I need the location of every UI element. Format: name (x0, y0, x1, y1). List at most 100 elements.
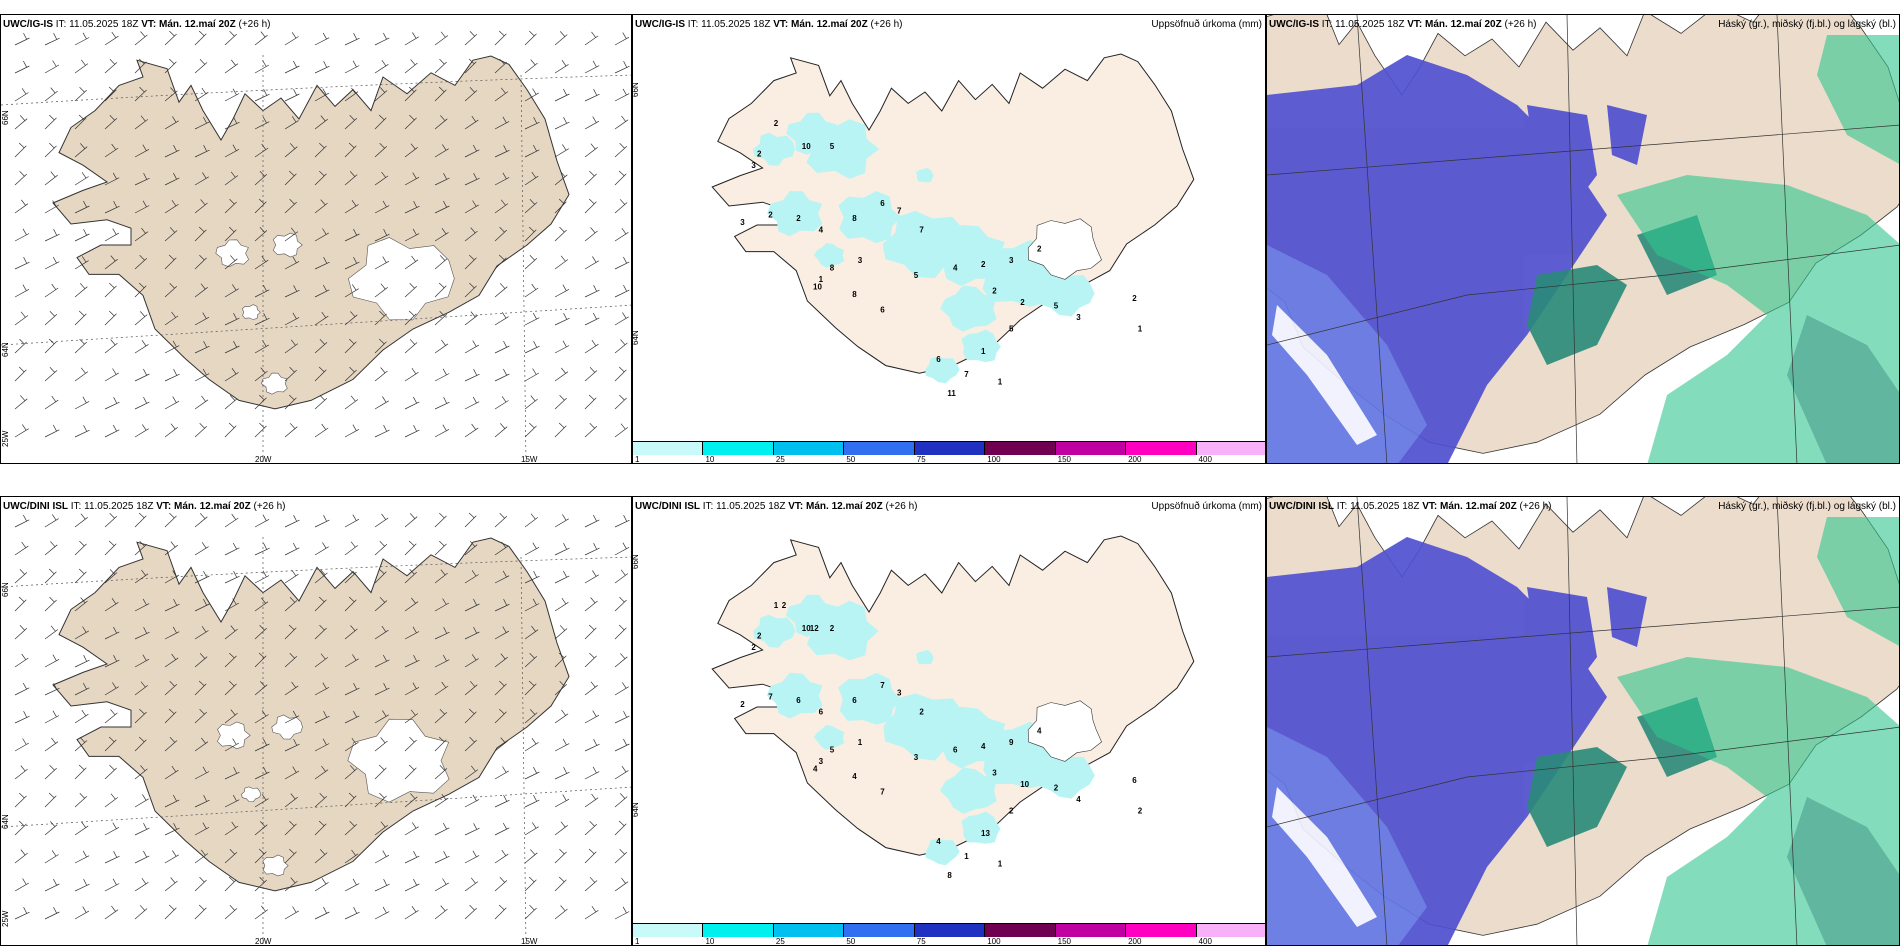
colorbar-segment (773, 923, 845, 937)
graticule-line (1, 556, 631, 588)
precip-value-label: 2 (992, 286, 997, 295)
lat-label-64n: 64N (632, 802, 640, 817)
precip-value-label: 10 (1020, 780, 1029, 789)
lat-label-66n: 66N (632, 554, 640, 569)
precip-title: Uppsöfnuð úrkoma (mm) (1151, 501, 1262, 512)
precip-value-label: 10 (813, 283, 822, 292)
precip-value-label: 2 (1009, 806, 1014, 815)
precip-value-label: 4 (1037, 727, 1042, 736)
precip-value-label: 1 (981, 347, 986, 356)
glacier (1027, 218, 1102, 280)
colorbar-tick-label: 50 (846, 937, 856, 946)
precip-value-label: 10 (802, 142, 811, 151)
colorbar-segment (985, 441, 1056, 455)
colorbar-tick-label: 1 (635, 455, 640, 464)
lat-label-66n: 66N (1, 110, 10, 125)
colorbar-tick-label: 150 (1057, 455, 1072, 464)
glacier (215, 239, 249, 268)
precip-value-label: 2 (1132, 294, 1137, 303)
colorbar-tick-label: 400 (1198, 937, 1212, 946)
lat-label-66n: 66N (1, 582, 10, 597)
colorbar-segment (703, 923, 774, 937)
precip-value-label: 9 (1009, 738, 1014, 747)
glacier (241, 786, 262, 803)
cloud-map-panel-top: UWC/IG-IS IT: 11.05.2025 18Z VT: Mán. 12… (1266, 14, 1900, 464)
precip-colorbar: 1 10 25 50 75 100 150 200 400 (633, 441, 1265, 463)
precip-value-label: 4 (981, 742, 986, 751)
colorbar-tick-label: 50 (846, 455, 856, 464)
precip-value-label: 1 (998, 378, 1003, 387)
colorbar-tick-label: 200 (1128, 455, 1142, 464)
graticule-line (1267, 244, 1899, 346)
precip-value-label: 3 (1076, 313, 1081, 322)
precip-value-label: 2 (757, 632, 762, 641)
colorbar-tick-label: 200 (1128, 937, 1142, 946)
colorbar-tick-label: 1 (635, 937, 640, 946)
high-cloud (1617, 517, 1899, 945)
high-cloud (1617, 35, 1899, 463)
precip-value-label: 4 (813, 765, 818, 774)
precip-value-label: 3 (740, 218, 745, 227)
precip-value-label: 7 (897, 207, 902, 216)
cloud-map (1267, 497, 1899, 945)
wind-map (1, 30, 631, 463)
lon-label-20w: 20W (255, 455, 272, 464)
precip-value-label: 2 (768, 210, 773, 219)
precip-value-label: 3 (1009, 256, 1014, 265)
glacier (347, 718, 450, 803)
panel-header: UWC/DINI ISL IT: 11.05.2025 18Z VT: Mán.… (635, 501, 918, 512)
wind-map-panel-top: UWC/IG-IS IT: 11.05.2025 18Z VT: Mán. 12… (0, 14, 632, 464)
precip-value-label: 2 (1037, 245, 1042, 254)
iceland-land (52, 537, 570, 892)
colorbar-tick-label: 150 (1057, 937, 1072, 946)
low-cloud (1267, 55, 1647, 463)
iceland-land (52, 55, 570, 410)
colorbar-segment (985, 923, 1056, 937)
precip-value-label: 5 (1054, 302, 1059, 311)
graticule-line (1, 74, 631, 106)
precip-value-label: 4 (1076, 795, 1081, 804)
precip-value-label: 4 (852, 772, 857, 781)
precip-value-label: 3 (897, 689, 902, 698)
precip-value-label: 2 (919, 708, 924, 717)
precip-value-label: 1 (998, 860, 1003, 869)
panel-header: UWC/IG-IS IT: 11.05.2025 18Z VT: Mán. 12… (635, 19, 903, 30)
precip-value-label: 2 (1138, 806, 1143, 815)
lat-label-64n: 64N (1, 814, 10, 829)
colorbar-segment (914, 923, 986, 937)
precip-value-label: 8 (852, 290, 857, 299)
colorbar-tick-label: 400 (1198, 455, 1212, 464)
cloud-map (1267, 15, 1899, 463)
precip-value-label: 1 (774, 601, 779, 610)
precip-colorbar: 1 10 25 50 75 100 150 200 400 (633, 923, 1265, 945)
precip-value-label: 12 (810, 624, 819, 633)
precip-value-label: 4 (936, 837, 941, 846)
lat-label-66n: 66N (632, 82, 640, 97)
glacier (262, 854, 289, 877)
precip-areas (753, 594, 1095, 866)
glacier (271, 714, 303, 740)
precip-value-label: 7 (880, 787, 885, 796)
colorbar-segment (1126, 441, 1197, 455)
precip-value-label: 13 (981, 829, 990, 838)
colorbar-segment (1196, 923, 1265, 937)
colorbar-segment (703, 441, 774, 455)
glacier (261, 372, 288, 395)
graticule-line (1566, 15, 1578, 463)
precip-value-label: 2 (1020, 298, 1025, 307)
precip-value-label: 3 (858, 256, 863, 265)
precip-value-label: 8 (947, 871, 952, 880)
precip-value-label: 5 (830, 142, 835, 151)
graticule-line (1356, 15, 1388, 463)
precip-value-label: 2 (1054, 784, 1059, 793)
colorbar-tick-label: 25 (775, 455, 785, 464)
wind-barbs (14, 512, 630, 920)
precip-value-label: 2 (830, 624, 835, 633)
precip-value-label: 4 (953, 264, 958, 273)
colorbar-segment (1055, 923, 1127, 937)
colorbar-segment (844, 441, 915, 455)
cloud-map-panel-bottom: UWC/DINI ISL IT: 11.05.2025 18Z VT: Mán.… (1266, 496, 1900, 946)
precip-value-label: 6 (1132, 776, 1137, 785)
